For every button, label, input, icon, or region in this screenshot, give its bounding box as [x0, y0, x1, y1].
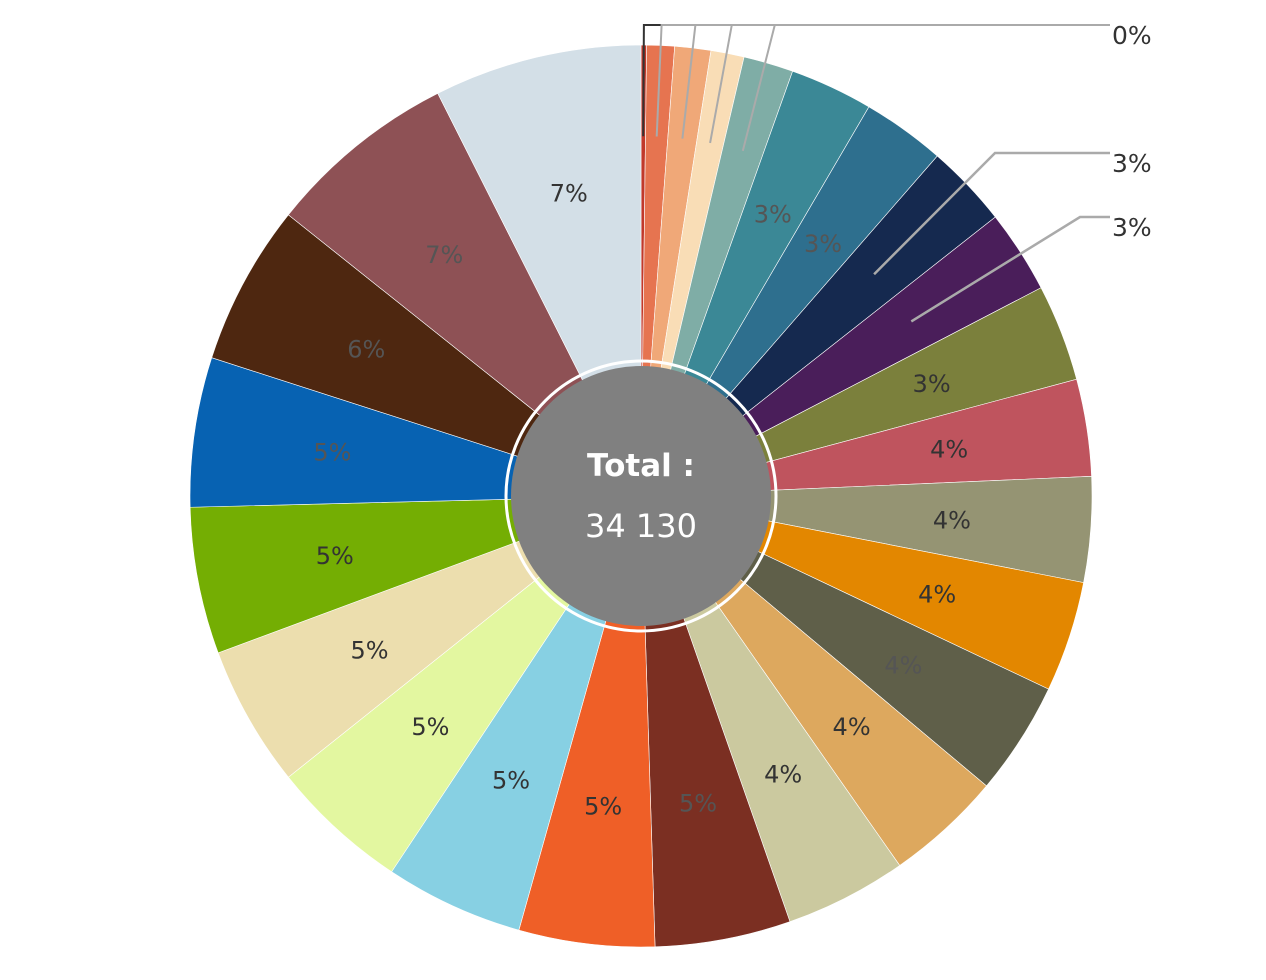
- callout-label-9: 3%: [1112, 213, 1152, 242]
- center-ring: [504, 359, 778, 633]
- slice-label-6: 3%: [754, 200, 792, 228]
- slice-label-16: 4%: [764, 760, 802, 788]
- callout-label-8: 3%: [1112, 149, 1152, 178]
- slice-label-7: 3%: [804, 230, 842, 258]
- slice-label-14: 4%: [884, 651, 922, 679]
- pie-callouts: 0% 3% 3%: [642, 21, 1152, 323]
- callout-line-8: [873, 151, 1110, 276]
- callout-line-5: [741, 24, 1110, 152]
- slice-label-11: 4%: [930, 436, 968, 464]
- slice-label-19: 5%: [492, 766, 530, 794]
- slice-label-23: 5%: [313, 439, 351, 467]
- slice-label-24: 6%: [347, 336, 385, 364]
- callout-line-9: [910, 215, 1110, 323]
- slice-label-25: 7%: [425, 241, 463, 269]
- slice-label-18: 5%: [584, 793, 622, 821]
- slice-label-13: 4%: [918, 581, 956, 609]
- center-total: Total : 34 130: [504, 359, 778, 633]
- slice-label-22: 5%: [316, 542, 354, 570]
- slice-label-20: 5%: [411, 713, 449, 741]
- slice-label-15: 4%: [833, 713, 871, 741]
- center-total-value: 34 130: [585, 507, 697, 545]
- slice-label-12: 4%: [933, 506, 971, 534]
- slice-label-17: 5%: [679, 790, 717, 818]
- center-total-title: Total :: [587, 448, 695, 484]
- callout-label-1: 0%: [1112, 21, 1152, 50]
- center-disc: [511, 366, 771, 626]
- slice-label-26: 7%: [550, 180, 588, 208]
- slice-label-10: 3%: [913, 370, 951, 398]
- pie-inside-labels: 3% 3% 3% 4% 4% 4% 4% 4% 4% 5% 5% 5% 5% 5% 5% 5% 6% 7% 7%: [313, 180, 971, 821]
- slice-label-21: 5%: [350, 636, 388, 664]
